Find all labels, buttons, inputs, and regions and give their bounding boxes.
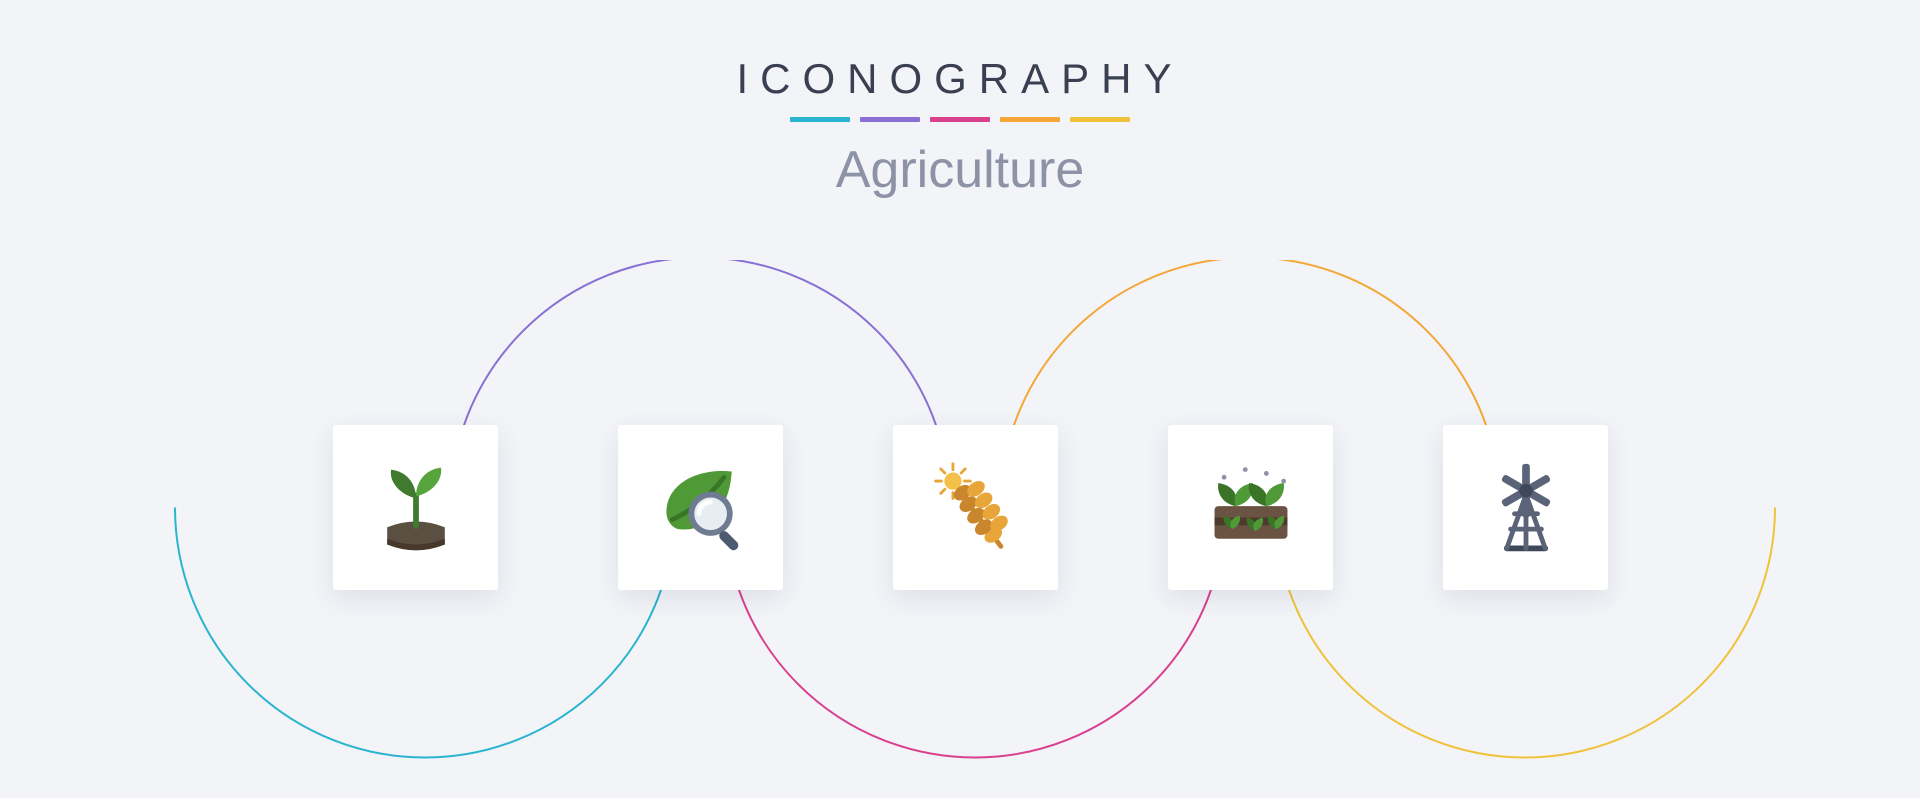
bar-2 [860, 117, 920, 122]
windmill-icon [1478, 460, 1574, 556]
icon-card-1 [333, 425, 498, 590]
bar-1 [790, 117, 850, 122]
icon-card-3 [893, 425, 1058, 590]
leaf-research-icon [653, 460, 749, 556]
brand-title: ICONOGRAPHY [0, 55, 1920, 103]
icon-card-5 [1443, 425, 1608, 590]
header: ICONOGRAPHY Agriculture [0, 0, 1920, 200]
bar-4 [1000, 117, 1060, 122]
wheat-sun-icon [928, 460, 1024, 556]
bar-5 [1070, 117, 1130, 122]
planter-box-icon [1203, 460, 1299, 556]
icon-stage [0, 260, 1920, 760]
brand-color-bars [0, 117, 1920, 122]
icon-card-4 [1168, 425, 1333, 590]
plant-sprout-icon [368, 460, 464, 556]
pack-subtitle: Agriculture [0, 140, 1920, 200]
bar-3 [930, 117, 990, 122]
icon-card-2 [618, 425, 783, 590]
